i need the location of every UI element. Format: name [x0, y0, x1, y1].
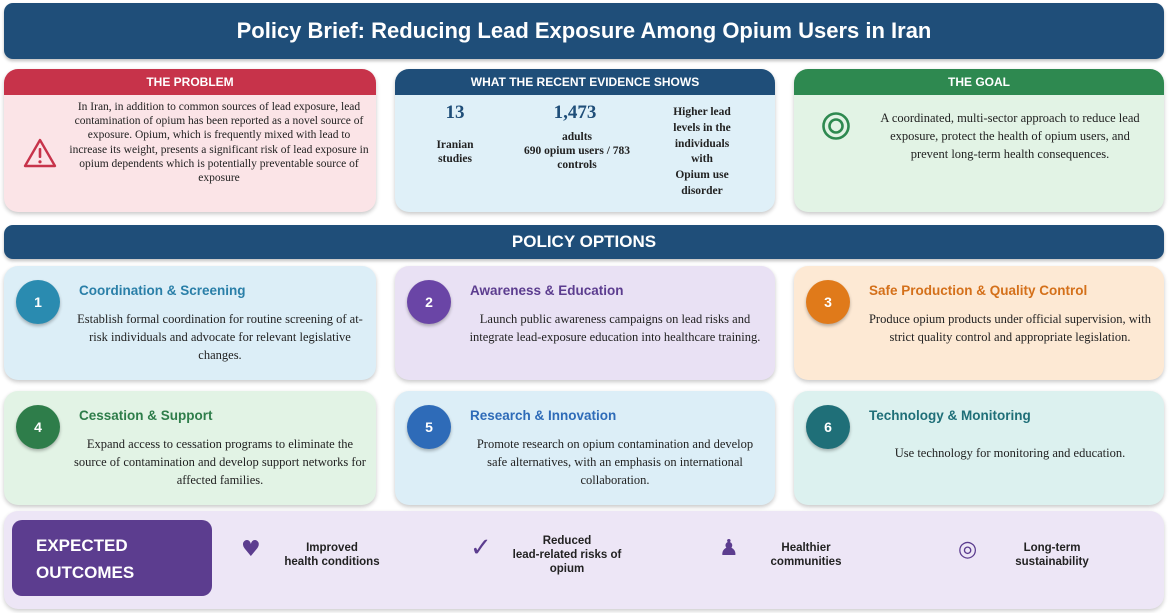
option-title: Awareness & Education — [470, 283, 624, 298]
option-number-badge: 6 — [806, 405, 850, 449]
option-number-badge: 3 — [806, 280, 850, 324]
option-title: Coordination & Screening — [79, 283, 246, 298]
option-title: Safe Production & Quality Control — [869, 283, 1088, 298]
evidence-finding: Higher lead levels in the individuals wi… — [673, 106, 731, 197]
evidence-heading: WHAT THE RECENT EVIDENCE SHOWS — [395, 69, 775, 95]
target-icon: ◎ — [958, 537, 978, 562]
option-text: Produce opium products under official su… — [868, 312, 1151, 344]
warning-triangle-icon — [23, 138, 57, 168]
adults-label: adults 690 opium users / 783 controls — [523, 131, 631, 171]
option-title: Technology & Monitoring — [869, 408, 1031, 423]
policy-option-card: 5 Research & Innovation Promote research… — [395, 391, 775, 505]
option-number-badge: 1 — [16, 280, 60, 324]
studies-count: 13 — [445, 102, 465, 123]
option-title: Cessation & Support — [79, 408, 213, 423]
checkmark-icon: ✓ — [470, 533, 492, 563]
option-number-badge: 5 — [407, 405, 451, 449]
outcome-label: Improved health conditions — [284, 542, 380, 568]
policy-option-card: 1 Coordination & Screening Establish for… — [4, 266, 376, 380]
heart-icon: ♥ — [241, 537, 261, 562]
policy-options-heading: POLICY OPTIONS — [4, 225, 1164, 259]
outcome-label: Reduced lead-related risks of opium — [512, 535, 622, 575]
outcome-label: Healthier communities — [770, 542, 842, 568]
option-text: Promote research on opium contamination … — [476, 437, 754, 487]
goal-text: A coordinated, multi-sector approach to … — [880, 111, 1140, 161]
policy-option-card: 6 Technology & Monitoring Use technology… — [794, 391, 1164, 505]
problem-heading: THE PROBLEM — [4, 69, 376, 95]
studies-label: Iranian studies — [436, 139, 474, 165]
option-text: Expand access to cessation programs to e… — [74, 437, 366, 487]
problem-panel: THE PROBLEM In Iran, in addition to comm… — [4, 69, 376, 212]
goal-heading: THE GOAL — [794, 69, 1164, 95]
option-title: Research & Innovation — [470, 408, 617, 423]
option-text: Launch public awareness campaigns on lea… — [469, 312, 761, 344]
outcome-label: Long-term sustainability — [1015, 542, 1089, 568]
option-text: Use technology for monitoring and educat… — [894, 446, 1126, 460]
expected-outcomes-heading: EXPECTED OUTCOMES — [12, 520, 212, 596]
evidence-panel: WHAT THE RECENT EVIDENCE SHOWS 13 Irania… — [395, 69, 775, 212]
option-number-badge: 2 — [407, 280, 451, 324]
people-icon: ♟ — [719, 536, 739, 561]
page-title: Policy Brief: Reducing Lead Exposure Amo… — [4, 3, 1164, 59]
policy-option-card: 4 Cessation & Support Expand access to c… — [4, 391, 376, 505]
option-text: Establish formal coordination for routin… — [77, 312, 363, 362]
problem-text: In Iran, in addition to common sources o… — [69, 101, 369, 185]
target-icon — [822, 112, 850, 140]
policy-option-card: 3 Safe Production & Quality Control Prod… — [794, 266, 1164, 380]
policy-option-card: 2 Awareness & Education Launch public aw… — [395, 266, 775, 380]
expected-outcomes-panel: EXPECTED OUTCOMES ♥ Improved health cond… — [4, 511, 1164, 609]
option-number-badge: 4 — [16, 405, 60, 449]
goal-panel: THE GOAL A coordinated, multi-sector app… — [794, 69, 1164, 212]
adults-count: 1,473 — [553, 102, 597, 123]
